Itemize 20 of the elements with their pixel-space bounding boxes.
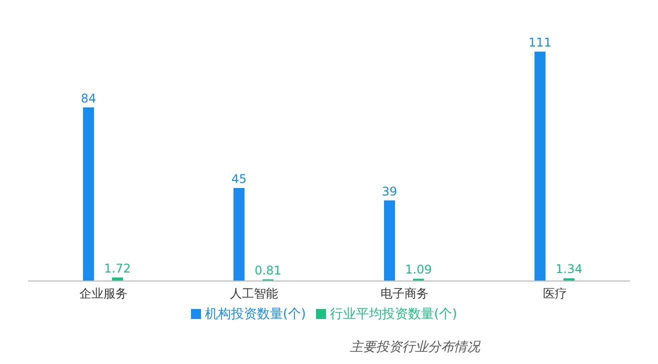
data-label: 84 — [80, 91, 96, 106]
bar — [384, 200, 395, 281]
bar — [83, 107, 94, 281]
legend-label: 机构投资数量(个) — [204, 307, 306, 322]
data-label: 0.81 — [254, 263, 282, 278]
bar — [234, 188, 244, 281]
legend-label: 行业平均投资数量(个) — [330, 307, 458, 322]
x-tick-label: 医疗 — [542, 286, 567, 301]
data-label: 45 — [231, 172, 247, 186]
x-tick-label: 企业服务 — [79, 286, 128, 301]
data-label: 1.34 — [556, 262, 582, 276]
text: 主要投资行业分布情况 — [350, 339, 480, 356]
x-tick-label: 人工智能 — [230, 286, 278, 301]
data-label: 1.72 — [104, 261, 131, 276]
x-tick-label: 电子商务 — [380, 286, 428, 301]
data-label: 39 — [382, 184, 398, 198]
data-label: 1.09 — [405, 262, 432, 277]
bar — [534, 52, 546, 281]
bar — [564, 278, 574, 281]
data-label: 111 — [528, 36, 552, 50]
